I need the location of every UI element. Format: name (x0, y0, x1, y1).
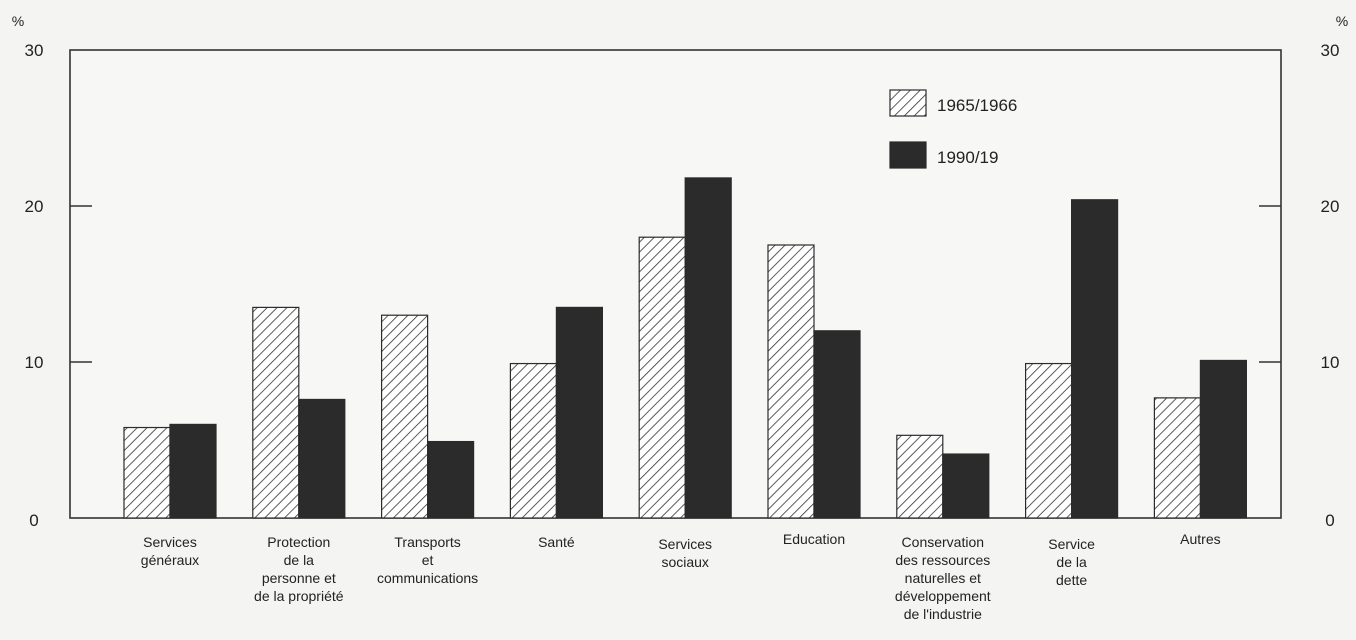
category-label-line: Service (1048, 536, 1095, 552)
category-label-line: de la (1056, 554, 1087, 570)
y-tick-label-left: 20 (25, 197, 44, 216)
bar-1990-19-3 (555, 306, 604, 519)
bar-1965-1966-8 (1153, 397, 1202, 519)
y-tick-label-right: 30 (1321, 41, 1340, 60)
y-tick-label-right: 20 (1321, 197, 1340, 216)
category-label-line: de l'industrie (904, 606, 982, 622)
category-label-0: Services généraux (141, 534, 199, 568)
y-tick-label-right: 10 (1321, 353, 1340, 372)
category-label-3: Santé (538, 534, 575, 550)
bar-1965-1966-6 (896, 434, 944, 519)
category-label-line: de la propriété (254, 588, 344, 604)
category-label-line: développement (895, 588, 991, 604)
category-label-1: Protection de la personne et de la propriét… (254, 534, 344, 604)
legend-swatch-0 (889, 89, 927, 117)
bar-1990-19-4 (684, 177, 732, 519)
category-label-line: Education (783, 531, 845, 547)
y-tick-label-left: 0 (29, 511, 38, 530)
category-label-6: Conservation des ressources naturelles et d… (895, 534, 991, 622)
category-label-line: dette (1056, 572, 1087, 588)
bars-group (123, 177, 1248, 519)
bar-1965-1966-0 (123, 426, 171, 519)
bar-1990-19-7 (1070, 199, 1119, 519)
category-label-line: communications (377, 570, 478, 586)
category-label-line: Conservation (902, 534, 985, 550)
bar-1965-1966-1 (252, 306, 300, 519)
category-label-line: Services (658, 536, 712, 552)
category-label-line: naturelles et (905, 570, 981, 586)
category-label-5: Education (783, 531, 845, 547)
y-unit-left: % (12, 13, 24, 29)
legend-label-1: 1990/19 (937, 148, 998, 167)
bar-1990-19-2 (427, 440, 475, 519)
y-axis-ticks: 0 0 10 10 20 20 30 30 (25, 41, 1340, 530)
y-tick-label-left: 30 (25, 41, 44, 60)
category-label-line: Santé (538, 534, 575, 550)
bar-1990-19-8 (1199, 359, 1248, 519)
bar-1965-1966-7 (1024, 362, 1073, 519)
category-label-line: personne et (262, 570, 336, 586)
bar-1965-1966-4 (638, 236, 686, 519)
category-label-line: Protection (267, 534, 330, 550)
legend: 1965/1966 1990/19 (889, 89, 1017, 169)
category-label-line: Autres (1180, 531, 1220, 547)
category-label-8: Autres (1180, 531, 1220, 547)
bar-1990-19-0 (169, 423, 217, 519)
category-labels: Services généraux Protection de la personne … (141, 531, 1221, 622)
category-label-line: généraux (141, 552, 199, 568)
legend-swatch-1 (889, 141, 927, 169)
bar-1965-1966-3 (509, 362, 557, 519)
category-label-line: et (422, 552, 434, 568)
legend-label-0: 1965/1966 (937, 96, 1017, 115)
bar-1990-19-5 (813, 330, 861, 519)
category-label-7: Service de la dette (1048, 536, 1095, 588)
y-tick-label-left: 10 (25, 353, 44, 372)
bar-1965-1966-5 (767, 244, 815, 519)
category-label-line: de la (284, 552, 315, 568)
y-tick-label-right: 0 (1325, 511, 1334, 530)
bar-1965-1966-2 (381, 314, 429, 519)
category-label-line: des ressources (895, 552, 990, 568)
bar-1990-19-1 (298, 398, 346, 519)
category-label-2: Transports et communications (377, 534, 478, 586)
category-label-4: Services sociaux (658, 536, 712, 570)
category-label-line: Transports (394, 534, 460, 550)
category-label-line: sociaux (661, 554, 708, 570)
y-unit-right: % (1336, 13, 1348, 29)
category-label-line: Services (143, 534, 197, 550)
bar-1990-19-6 (942, 453, 990, 519)
